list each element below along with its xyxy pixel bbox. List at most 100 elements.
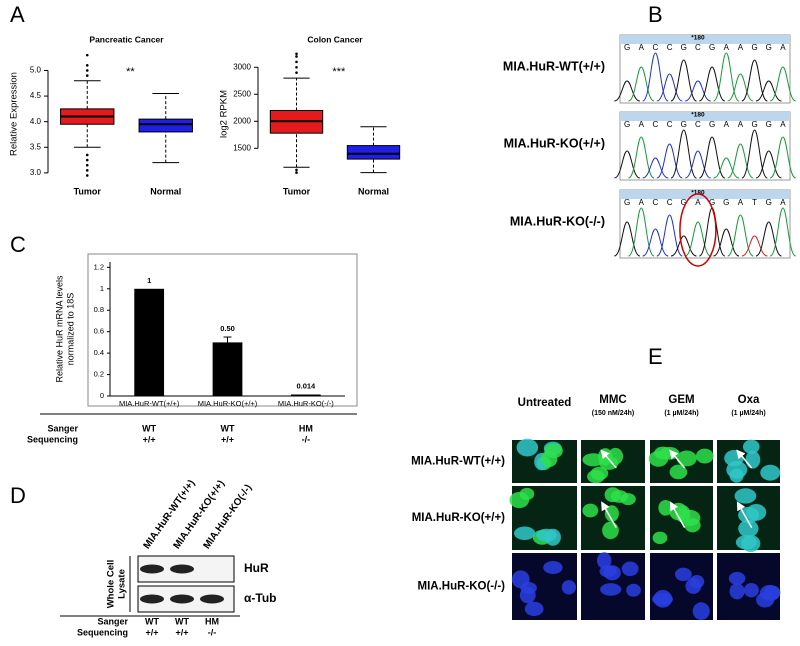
x-tick-label: Normal [150, 186, 181, 196]
nucleus [516, 438, 539, 457]
column-header: Oxa [738, 394, 760, 406]
sequencing-call: +/+ [145, 627, 158, 637]
sequencing-call: WT [221, 423, 235, 433]
arrow [736, 449, 753, 469]
nucleus [658, 500, 673, 516]
outlier [85, 163, 89, 167]
trace-peak [642, 228, 669, 257]
nucleus [760, 464, 781, 481]
nucleus [524, 601, 544, 617]
base-call: T [752, 198, 757, 207]
base-call: A [738, 43, 744, 52]
outlier [295, 60, 298, 64]
y-tick-label: 3.0 [30, 168, 42, 177]
column-dose: (150 nM/24h) [592, 410, 634, 417]
base-call: G [766, 43, 772, 52]
sequencing-label: Sanger [47, 423, 78, 433]
outlier [295, 52, 298, 56]
nucleus [590, 466, 609, 481]
chart-title: Pancreatic Cancer [89, 34, 164, 44]
band-label: HuR [244, 561, 269, 575]
base-call: C [653, 198, 659, 207]
base-call: C [695, 43, 701, 52]
arrow [601, 501, 617, 528]
outlier [295, 171, 298, 174]
nucleus [756, 592, 775, 608]
micrograph [511, 553, 577, 620]
outlier [85, 169, 89, 172]
base-call: G [751, 120, 757, 129]
value-label: 0.50 [220, 324, 235, 333]
sequencing-label: Sequencing [77, 627, 128, 637]
trace-peak [614, 150, 641, 179]
outlier [295, 65, 298, 69]
nucleus [602, 521, 619, 540]
trace-peak [684, 150, 711, 179]
nucleus [689, 575, 705, 589]
y-tick-label: 0.8 [94, 305, 104, 314]
position-marker: *180 [691, 190, 705, 197]
trace-peak [614, 80, 640, 102]
base-call: G [624, 120, 630, 129]
sequencing-call: HM [299, 423, 313, 433]
column-header: Untreated [518, 397, 572, 409]
trace-peak [769, 136, 796, 179]
nucleus [729, 468, 744, 483]
nucleus [729, 583, 745, 600]
sequencing-call: +/+ [143, 434, 156, 444]
base-call: C [653, 120, 659, 129]
panel-label: D [10, 483, 26, 508]
base-call: G [681, 120, 687, 129]
micrograph [512, 438, 577, 483]
plot-frame [87, 253, 358, 407]
nucleus [626, 583, 641, 597]
nucleus [676, 450, 697, 467]
trace-peak [713, 228, 740, 257]
band [170, 564, 194, 574]
micrograph [650, 553, 713, 620]
base-call: A [724, 43, 730, 52]
y-tick-label: 2500 [233, 89, 251, 98]
column-header: MMC [599, 394, 626, 406]
box [138, 118, 193, 133]
nucleus [543, 560, 563, 574]
micrograph [717, 486, 780, 552]
x-tick-label: Tumor [283, 186, 311, 196]
micrograph [581, 440, 645, 484]
nucleus [674, 567, 692, 582]
y-tick-label: 0.4 [94, 348, 104, 357]
nucleus [600, 583, 622, 596]
trace-peak [684, 221, 711, 257]
value-label: 0.014 [296, 381, 316, 390]
base-call: G [624, 198, 630, 207]
trace-peak [769, 66, 796, 102]
y-tick-label: 4.5 [30, 91, 42, 100]
panel-label: C [10, 232, 26, 257]
y-axis-label: Relative HuR mRNA levels [54, 275, 64, 383]
band [200, 594, 224, 604]
nucleus [734, 488, 757, 504]
trace-peak [642, 157, 669, 179]
arrow [600, 449, 617, 469]
micrograph [581, 552, 645, 620]
base-call: G [681, 43, 687, 52]
significance: *** [332, 66, 346, 78]
outlier [85, 64, 89, 67]
y-tick-label: 0.2 [94, 370, 104, 379]
micrograph [648, 440, 714, 483]
outlier [85, 69, 89, 72]
nucleus [724, 449, 744, 467]
trace-peak [755, 150, 782, 179]
sequencing-label: Sanger [97, 616, 128, 626]
base-call: G [766, 120, 772, 129]
y-tick-label: 1 [100, 284, 104, 293]
sequencing-label: Sequencing [27, 434, 78, 444]
base-call: C [667, 120, 673, 129]
sequencing-call: +/+ [221, 434, 234, 444]
nucleus [519, 586, 536, 604]
y-tick-label: 3000 [233, 62, 251, 71]
base-call: G [709, 43, 715, 52]
base-call: G [723, 198, 729, 207]
nucleus [519, 487, 535, 501]
base-call: G [624, 43, 630, 52]
